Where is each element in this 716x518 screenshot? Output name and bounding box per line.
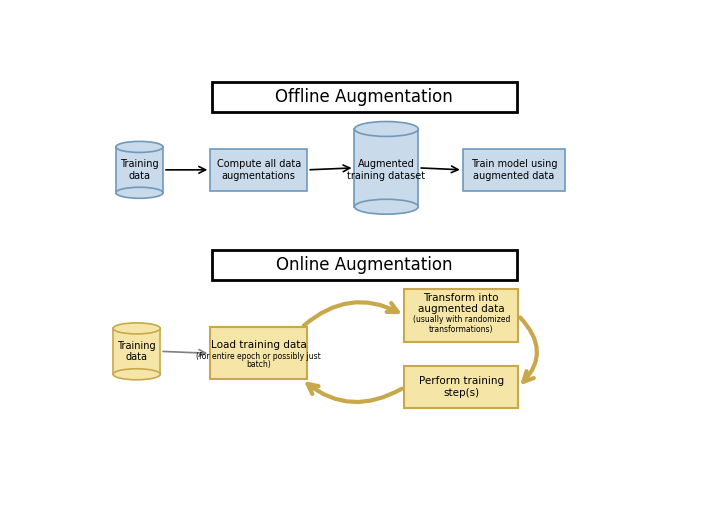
Ellipse shape (116, 188, 163, 198)
Text: Training
data: Training data (120, 159, 159, 181)
Text: batch): batch) (246, 360, 271, 369)
Text: Load training data: Load training data (211, 340, 306, 350)
Ellipse shape (113, 369, 160, 380)
FancyBboxPatch shape (405, 366, 518, 408)
Text: (for entire epoch or possibly just: (for entire epoch or possibly just (196, 352, 321, 361)
Text: Train model using
augmented data: Train model using augmented data (470, 159, 557, 181)
Ellipse shape (354, 199, 418, 214)
FancyBboxPatch shape (212, 250, 517, 280)
FancyBboxPatch shape (211, 149, 307, 191)
Text: Transform into
augmented data: Transform into augmented data (418, 293, 505, 314)
Bar (113, 328, 160, 375)
Text: Compute all data
augmentations: Compute all data augmentations (217, 159, 301, 181)
Text: Augmented
training dataset: Augmented training dataset (347, 159, 425, 181)
Ellipse shape (116, 141, 163, 152)
FancyBboxPatch shape (212, 82, 517, 112)
Ellipse shape (113, 323, 160, 334)
Bar (354, 129, 418, 207)
Text: (usually with randomized
transformations): (usually with randomized transformations… (412, 314, 510, 334)
Text: Perform training
step(s): Perform training step(s) (419, 377, 504, 398)
Ellipse shape (354, 122, 418, 136)
FancyBboxPatch shape (405, 289, 518, 342)
Bar (116, 147, 163, 193)
Text: Online Augmentation: Online Augmentation (276, 255, 453, 274)
FancyBboxPatch shape (211, 327, 307, 379)
FancyBboxPatch shape (463, 149, 566, 191)
Text: Training
data: Training data (117, 340, 156, 362)
Text: Offline Augmentation: Offline Augmentation (275, 88, 453, 106)
